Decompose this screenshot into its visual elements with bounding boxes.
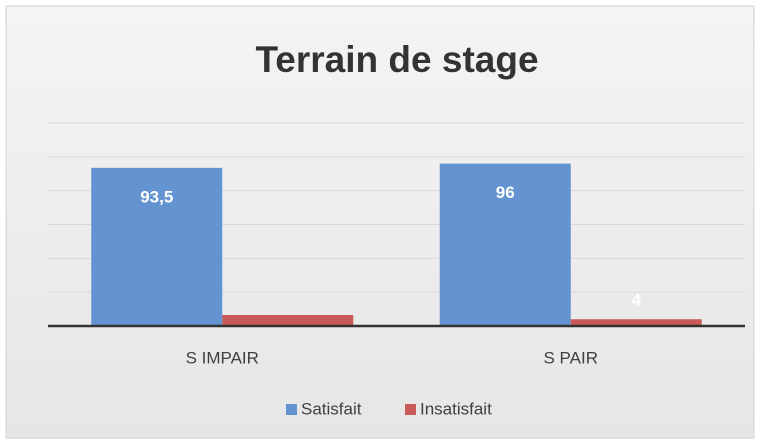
x-tick-label: S IMPAIR	[186, 348, 259, 367]
legend-label: Insatisfait	[420, 399, 492, 418]
bar	[570, 319, 702, 326]
bar	[222, 315, 354, 326]
legend-swatch	[286, 404, 297, 415]
data-label: 93,5	[140, 187, 173, 206]
bar	[91, 167, 223, 326]
data-label: 96	[496, 183, 515, 202]
data-label: 4	[632, 291, 642, 310]
legend-swatch	[405, 404, 416, 415]
chart-title: Terrain de stage	[255, 39, 538, 80]
bar	[439, 163, 571, 326]
legend-label: Satisfait	[301, 399, 362, 418]
x-tick-label: S PAIR	[544, 348, 598, 367]
